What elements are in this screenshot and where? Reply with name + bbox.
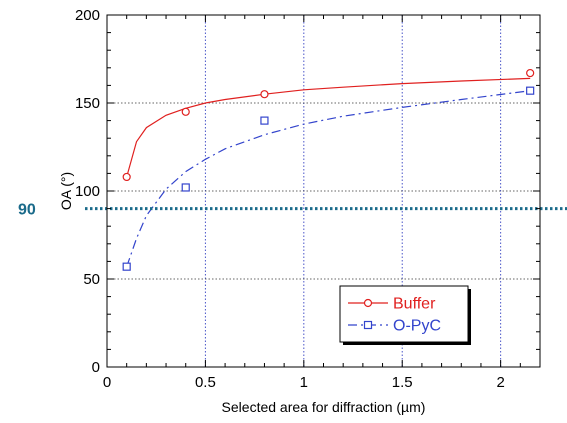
series-layer [122, 68, 535, 271]
x-tick-label: 1 [300, 374, 308, 391]
y-tick-label: 0 [92, 359, 100, 376]
legend-marker-o-pyc [363, 320, 373, 330]
x-tick-label: 1.5 [392, 374, 413, 391]
y-axis-title: OA (°) [58, 172, 74, 210]
grid-layer [107, 15, 540, 367]
y-tick-label: 50 [83, 271, 100, 288]
data-point-buffer [260, 90, 269, 99]
data-point-o-pyc [260, 116, 269, 125]
data-point-buffer [122, 172, 131, 182]
data-point-buffer [526, 68, 535, 78]
data-point-o-pyc [122, 262, 131, 271]
legend-marker-buffer [363, 298, 373, 308]
y-tick-label: 100 [75, 183, 100, 200]
legend-label-buffer: Buffer [393, 296, 436, 313]
reference-line-layer: 90 [18, 202, 567, 219]
y-tick-label: 200 [75, 7, 100, 24]
legend-label-o-pyc: O-PyC [393, 318, 441, 335]
series-buffer-fit-line [126, 77, 531, 178]
series-o-pyc-fit-line [126, 90, 531, 267]
tick-layer: 0 0.5 1 1.5 2 0 50 100 150 200 [75, 7, 540, 391]
legend-box [339, 285, 469, 343]
x-tick-label: 2 [496, 374, 504, 391]
x-axis-title: Selected area for diffraction (µm) [222, 399, 426, 415]
x-tick-label: 0.5 [195, 374, 216, 391]
data-point-o-pyc [526, 86, 535, 95]
legend: Buffer O-PyC [339, 285, 471, 345]
reference-line-label: 90 [18, 202, 36, 219]
data-point-o-pyc [181, 183, 190, 192]
data-point-buffer [181, 107, 190, 116]
x-tick-label: 0 [103, 374, 111, 391]
y-tick-label: 150 [75, 95, 100, 112]
